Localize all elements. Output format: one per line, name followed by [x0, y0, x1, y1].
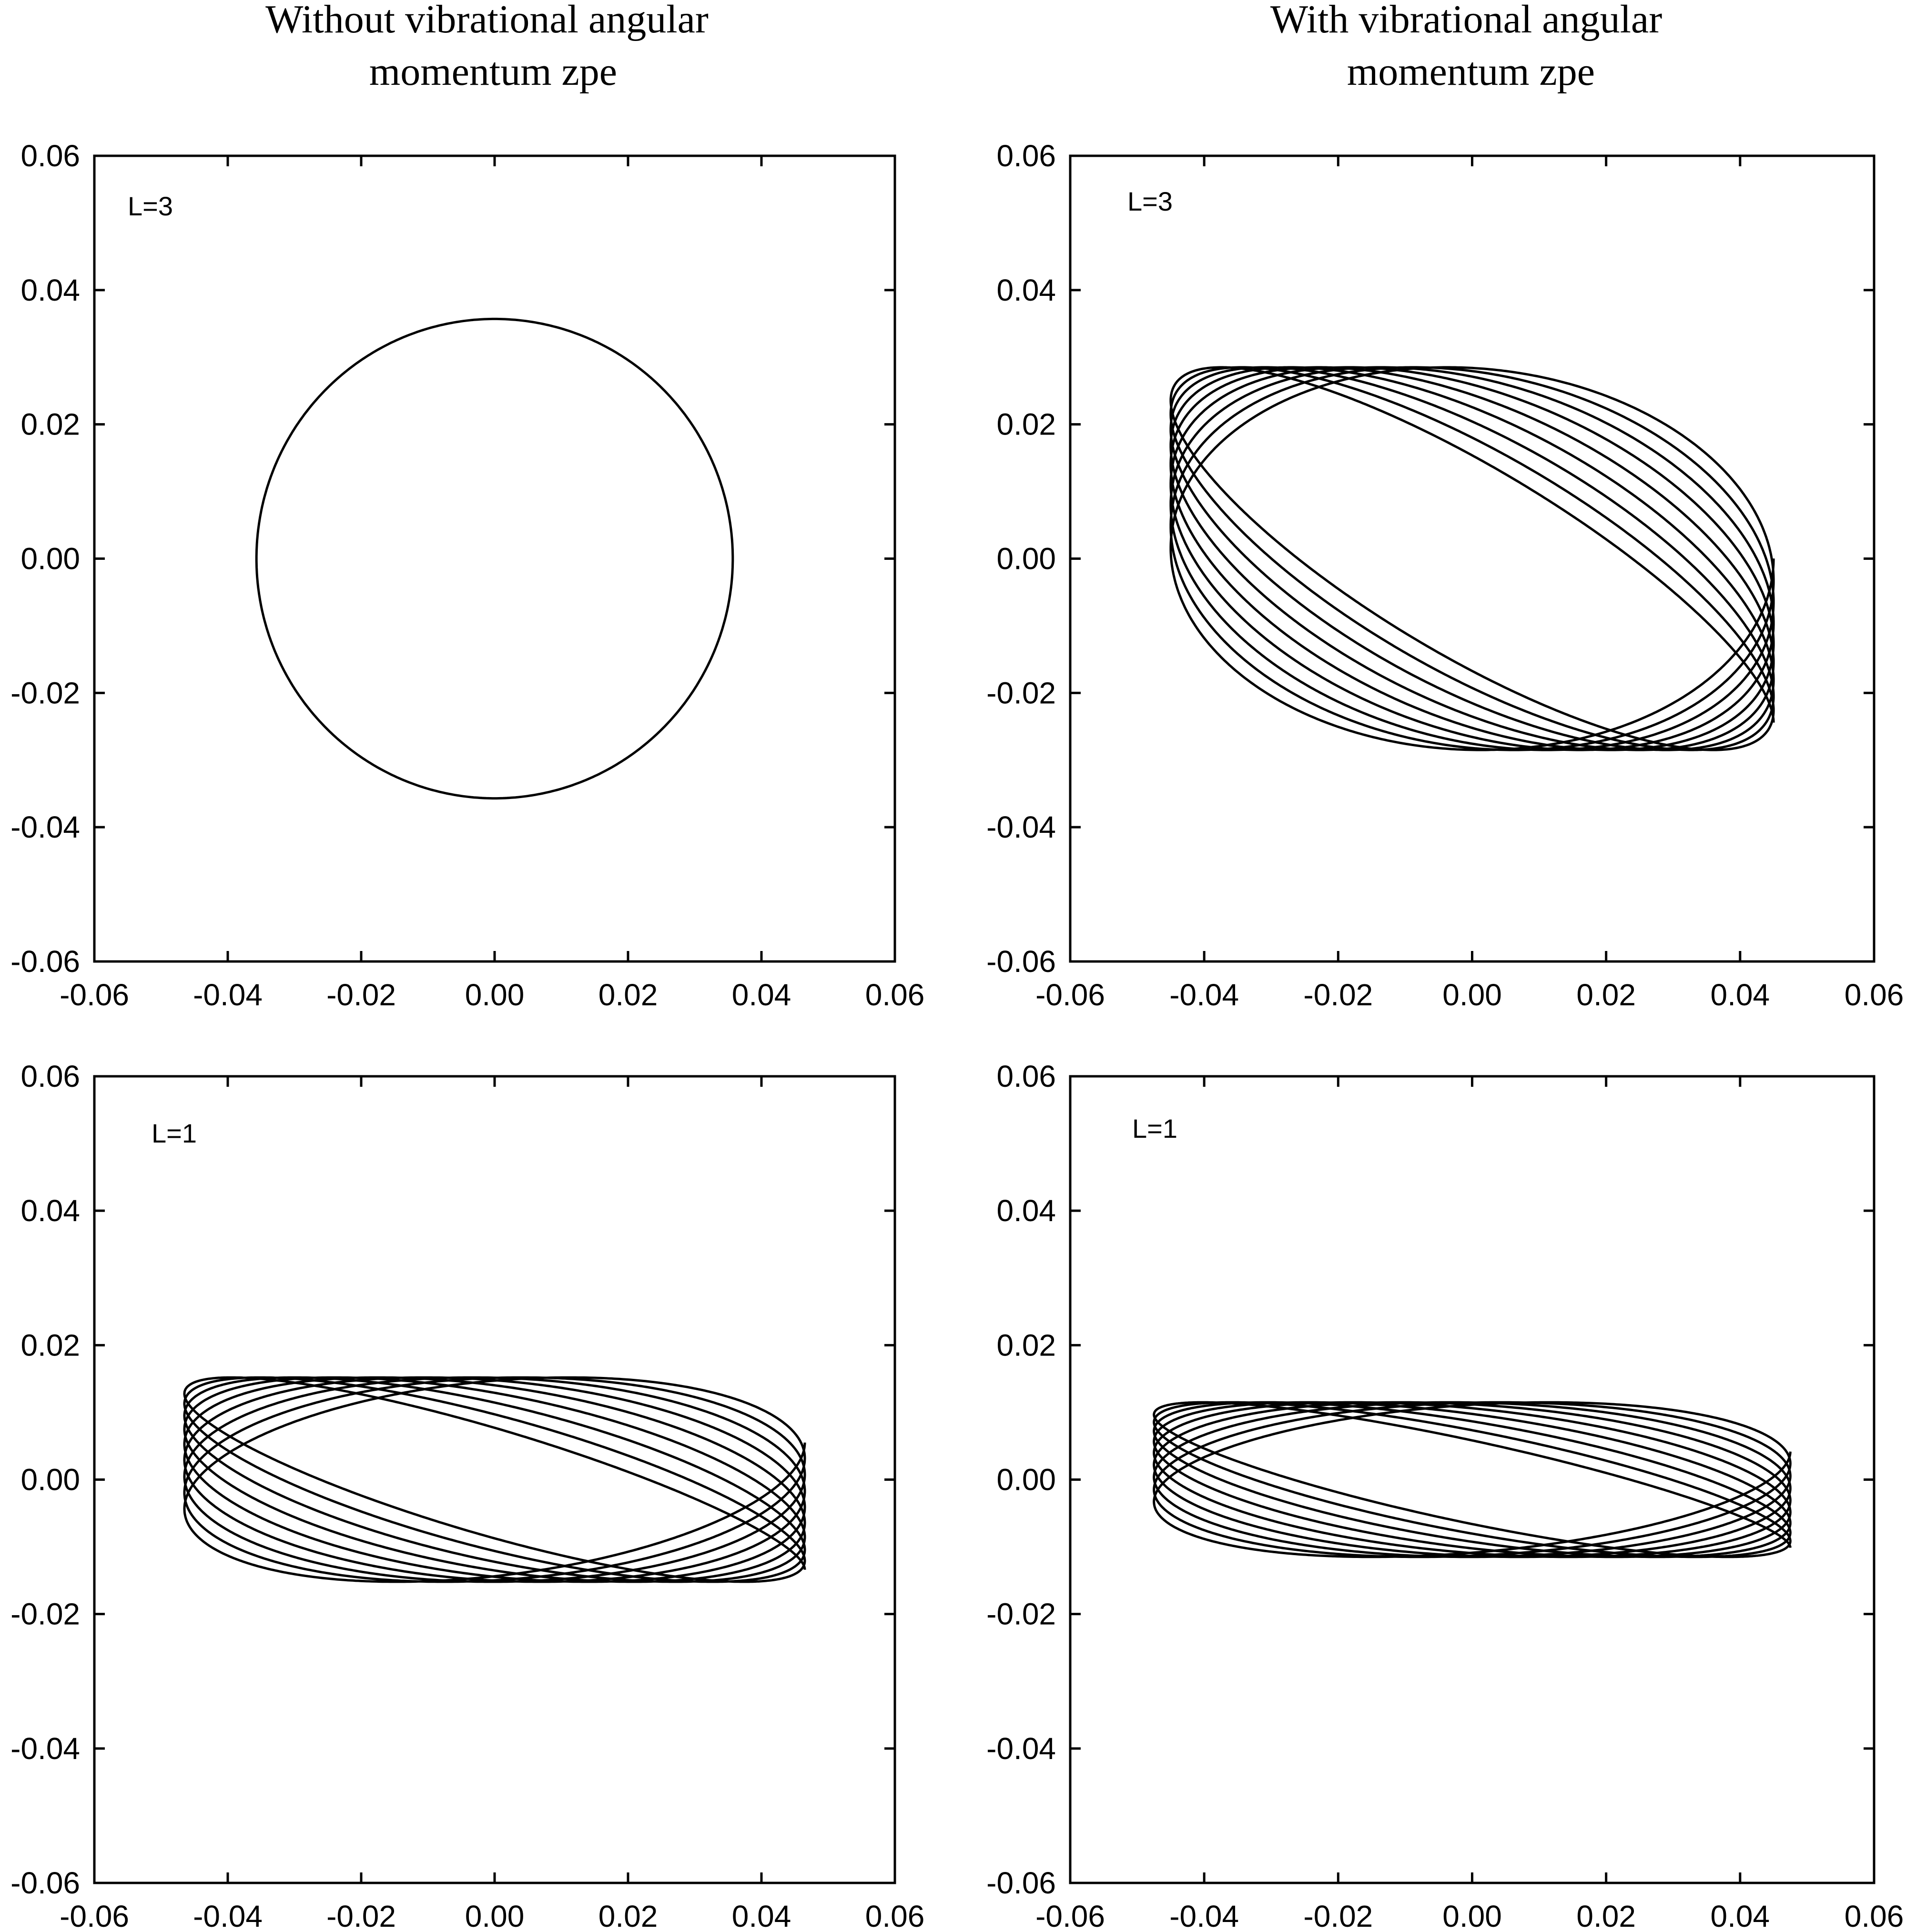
y-tick-label: 0.02	[996, 1328, 1056, 1362]
x-tick-label: 0.00	[1442, 1899, 1502, 1932]
y-tick-label: -0.06	[986, 944, 1056, 979]
y-tick-label: -0.06	[10, 1866, 80, 1900]
y-tick-label: 0.00	[996, 542, 1056, 576]
x-tick-label: 0.02	[598, 978, 658, 1012]
x-tick-label: 0.00	[465, 978, 525, 1012]
x-tick-label: -0.02	[1303, 1899, 1373, 1932]
x-tick-label: 0.04	[732, 1899, 791, 1932]
trajectory-line	[183, 1376, 806, 1583]
y-tick-label: 0.06	[996, 1059, 1056, 1093]
left-column-title-line2: momentum zpe	[369, 50, 617, 94]
y-tick-label: 0.04	[20, 1194, 80, 1228]
x-tick-label: 0.04	[1711, 978, 1770, 1012]
y-tick-label: -0.02	[10, 1597, 80, 1631]
y-tick-label: 0.00	[20, 542, 80, 576]
x-tick-label: -0.02	[1303, 978, 1373, 1012]
left-column-title-line1: Without vibrational angular	[265, 0, 709, 41]
x-tick-label: 0.02	[598, 1899, 658, 1932]
chart-panel-2: -0.06 -0.04 -0.02 0.00 0.02 0.04 0.06 -0.06 -0.0…	[986, 139, 1904, 1012]
x-tick-label: 0.06	[865, 1899, 925, 1932]
y-tick-label: -0.06	[986, 1866, 1056, 1900]
chart-panel-4: -0.06 -0.04 -0.02 0.00 0.02 0.04 0.06 -0.06 -0.0…	[986, 1059, 1904, 1932]
x-tick-label: -0.04	[193, 978, 263, 1012]
panel-label: L=1	[152, 1118, 197, 1148]
y-tick-label: 0.00	[996, 1463, 1056, 1497]
x-tick-label: 0.04	[732, 978, 791, 1012]
y-tick-label: 0.06	[20, 139, 80, 173]
chart-panel-1: -0.06 -0.04 -0.02 0.00 0.02 0.04 0.06 -0.06 -0.0…	[10, 139, 924, 1012]
chart-panel-3: -0.06 -0.04 -0.02 0.00 0.02 0.04 0.06 -0.06 -0.0…	[10, 1059, 924, 1932]
plot-frame	[93, 154, 896, 963]
trajectory-line	[255, 317, 734, 800]
plot-frame	[93, 1075, 896, 1884]
y-tick-label: 0.04	[996, 273, 1056, 307]
x-tick-label: 0.04	[1711, 1899, 1770, 1932]
y-tick-label: -0.06	[10, 944, 80, 979]
trajectory-line	[1153, 1401, 1792, 1558]
x-tick-label: -0.02	[326, 978, 396, 1012]
y-tick-label: 0.06	[20, 1059, 80, 1093]
x-tick-label: 0.06	[865, 978, 925, 1012]
x-tick-label: 0.06	[1845, 1899, 1904, 1932]
x-tick-label: -0.04	[1169, 978, 1239, 1012]
x-tick-label: 0.02	[1576, 978, 1636, 1012]
y-tick-label: 0.00	[20, 1463, 80, 1497]
x-tick-label: -0.04	[193, 1899, 263, 1932]
y-tick-label: -0.04	[986, 1731, 1056, 1766]
x-tick-label: 0.06	[1845, 978, 1904, 1012]
y-tick-label: -0.04	[10, 1731, 80, 1766]
x-tick-label: 0.00	[465, 1899, 525, 1932]
y-tick-label: 0.04	[996, 1194, 1056, 1228]
right-column-title-line1: With vibrational angular	[1270, 0, 1662, 41]
x-tick-label: -0.04	[1169, 1899, 1239, 1932]
y-tick-label: -0.02	[986, 1597, 1056, 1631]
y-tick-label: 0.04	[20, 273, 80, 307]
x-tick-label: -0.06	[1035, 1899, 1105, 1932]
x-tick-label: -0.06	[1035, 978, 1105, 1012]
trajectory-line	[1169, 366, 1775, 751]
y-tick-label: 0.02	[996, 407, 1056, 442]
panel-label: L=3	[1127, 186, 1173, 216]
x-tick-label: 0.00	[1442, 978, 1502, 1012]
y-tick-label: 0.02	[20, 1328, 80, 1362]
plot-frame	[1069, 154, 1876, 963]
x-tick-label: -0.06	[60, 978, 129, 1012]
y-tick-label: 0.02	[20, 407, 80, 442]
y-tick-label: -0.04	[986, 810, 1056, 844]
y-tick-label: 0.06	[996, 139, 1056, 173]
right-column-title-line2: momentum zpe	[1347, 50, 1595, 94]
panel-label: L=1	[1132, 1113, 1177, 1143]
x-tick-label: 0.02	[1576, 1899, 1636, 1932]
y-tick-label: -0.02	[10, 676, 80, 710]
y-tick-label: -0.04	[10, 810, 80, 844]
panel-label: L=3	[128, 191, 173, 221]
x-tick-label: -0.06	[60, 1899, 129, 1932]
panels: -0.06 -0.04 -0.02 0.00 0.02 0.04 0.06-0.06-0.0…	[10, 139, 1904, 1932]
y-tick-label: -0.02	[986, 676, 1056, 710]
x-tick-label: -0.02	[326, 1899, 396, 1932]
